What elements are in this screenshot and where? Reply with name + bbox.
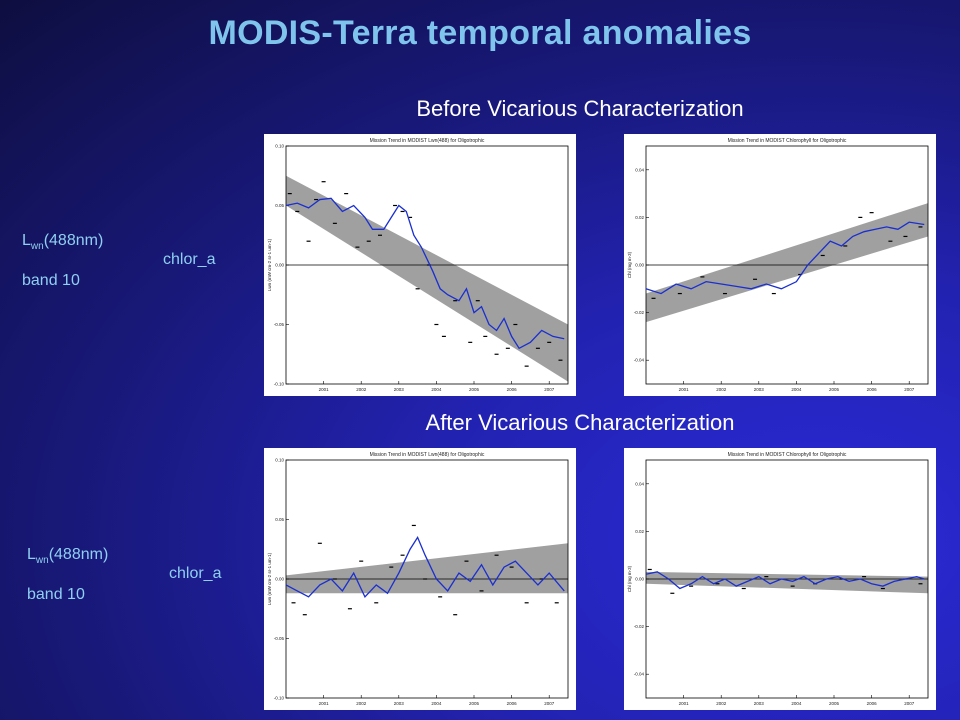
x-tick-label: 2002	[716, 701, 727, 706]
y-tick-label: 0.00	[275, 263, 284, 268]
trend-band	[286, 175, 568, 382]
x-tick-label: 2007	[544, 701, 555, 706]
y-tick-label: 0.04	[635, 481, 644, 486]
x-tick-label: 2006	[867, 387, 878, 392]
x-tick-label: 2002	[716, 387, 727, 392]
x-tick-label: 2006	[507, 387, 518, 392]
y-axis-label: Lwn (mW cm-2 sr-1 um-1)	[267, 552, 272, 605]
x-tick-label: 2005	[469, 387, 480, 392]
row1-band-label: band 10	[22, 272, 80, 290]
series-line	[285, 197, 565, 350]
x-tick-label: 2003	[754, 701, 765, 706]
x-tick-label: 2005	[469, 701, 480, 706]
after-section-title: After Vicarious Characterization	[425, 410, 735, 435]
row2-lwn-name: Lwn(488nm)	[27, 538, 108, 578]
row2-band-label: band 10	[27, 586, 85, 604]
chart-before-lwn: Mission Trend in MODIST Lwn(488) for Oli…	[264, 134, 576, 396]
chart-after-lwn-svg: Mission Trend in MODIST Lwn(488) for Oli…	[267, 452, 569, 706]
chart-before-lwn-svg: Mission Trend in MODIST Lwn(488) for Oli…	[267, 138, 569, 392]
chart-before-chl-svg: Mission Trend in MODIST Chlorophyll for …	[627, 138, 929, 392]
chart-title: Mission Trend in MODIST Lwn(488) for Oli…	[370, 452, 485, 458]
before-section-title: Before Vicarious Characterization	[416, 96, 744, 121]
y-tick-label: -0.10	[274, 382, 285, 387]
lwn-sub: wn	[35, 555, 49, 567]
x-tick-label: 2003	[394, 701, 405, 706]
x-tick-label: 2004	[791, 701, 802, 706]
chart-title: Mission Trend in MODIST Lwn(488) for Oli…	[370, 138, 485, 144]
x-tick-label: 2006	[867, 701, 878, 706]
trend-band	[646, 203, 928, 323]
y-tick-label: 0.10	[275, 458, 284, 463]
y-tick-label: -0.04	[634, 672, 645, 677]
x-tick-label: 2007	[904, 701, 915, 706]
row2-chlor-label: chlor_a	[169, 565, 222, 582]
x-tick-label: 2006	[507, 701, 518, 706]
x-tick-label: 2005	[829, 387, 840, 392]
trend-band	[646, 571, 928, 594]
x-tick-label: 2003	[394, 387, 405, 392]
series-line	[645, 571, 925, 590]
y-tick-label: 0.05	[275, 203, 284, 208]
y-tick-label: 0.00	[635, 263, 644, 268]
row1-lwn-name: Lwn(488nm)	[22, 224, 103, 264]
x-tick-label: 2001	[319, 701, 330, 706]
chart-before-chl: Mission Trend in MODIST Chlorophyll for …	[624, 134, 936, 396]
lwn-suffix: (488nm)	[43, 232, 104, 249]
y-tick-label: 0.00	[275, 577, 284, 582]
lwn-prefix: L	[22, 232, 31, 249]
chart-after-lwn: Mission Trend in MODIST Lwn(488) for Oli…	[264, 448, 576, 710]
x-tick-label: 2002	[356, 387, 367, 392]
y-tick-label: -0.10	[274, 696, 285, 701]
y-tick-label: 0.02	[635, 215, 644, 220]
y-tick-label: 0.10	[275, 144, 284, 149]
x-tick-label: 2002	[356, 701, 367, 706]
chart-title: Mission Trend in MODIST Chlorophyll for …	[728, 452, 847, 458]
y-tick-label: -0.02	[634, 310, 645, 315]
lwn-sub: wn	[30, 241, 44, 253]
x-tick-label: 2001	[679, 701, 690, 706]
lwn-prefix: L	[27, 546, 36, 563]
y-tick-label: 0.02	[635, 529, 644, 534]
y-tick-label: -0.04	[634, 358, 645, 363]
y-axis-label: Chl (mg m-3)	[627, 565, 632, 592]
x-tick-label: 2004	[431, 387, 442, 392]
page-title: MODIS-Terra temporal anomalies	[208, 14, 752, 52]
row1-lwn-label: Lwn(488nm) band 10	[22, 224, 103, 298]
x-tick-label: 2004	[431, 701, 442, 706]
y-axis-label: Chl (mg m-3)	[627, 251, 632, 278]
x-tick-label: 2003	[754, 387, 765, 392]
x-tick-label: 2005	[829, 701, 840, 706]
x-tick-label: 2004	[791, 387, 802, 392]
chart-title: Mission Trend in MODIST Chlorophyll for …	[728, 138, 847, 144]
y-tick-label: 0.05	[275, 517, 284, 522]
row2-lwn-label: Lwn(488nm) band 10	[27, 538, 108, 612]
x-tick-label: 2007	[544, 387, 555, 392]
y-tick-label: -0.05	[274, 322, 285, 327]
lwn-suffix: (488nm)	[48, 546, 109, 563]
y-tick-label: 0.00	[635, 577, 644, 582]
chart-after-chl-svg: Mission Trend in MODIST Chlorophyll for …	[627, 452, 929, 706]
y-tick-label: 0.04	[635, 167, 644, 172]
trend-band	[286, 543, 568, 594]
chart-after-chl: Mission Trend in MODIST Chlorophyll for …	[624, 448, 936, 710]
x-tick-label: 2007	[904, 387, 915, 392]
y-tick-label: -0.05	[274, 636, 285, 641]
y-axis-label: Lwn (mW cm-2 sr-1 um-1)	[267, 238, 272, 291]
row1-chlor-label: chlor_a	[163, 251, 216, 268]
x-tick-label: 2001	[319, 387, 330, 392]
y-tick-label: -0.02	[634, 624, 645, 629]
series-line	[645, 221, 925, 295]
series-line	[285, 535, 565, 598]
x-tick-label: 2001	[679, 387, 690, 392]
